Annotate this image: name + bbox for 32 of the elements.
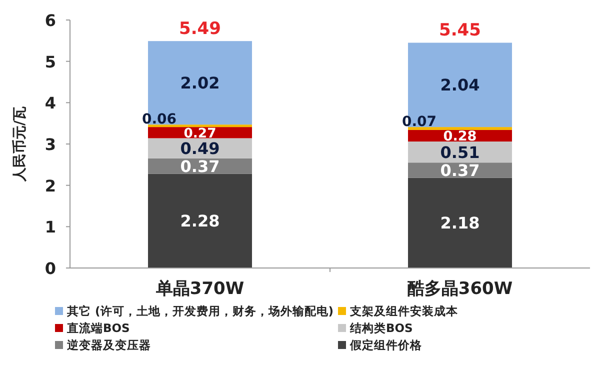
y-axis-title: 人民币元/瓦 [11,106,28,183]
legend-label: 结构类BOS [349,321,413,335]
total-label: 5.45 [439,20,481,41]
data-label: 2.28 [180,212,220,231]
data-label: 0.28 [443,128,477,145]
y-tick-label: 5 [44,52,56,72]
legend-label: 直流端BOS [66,321,130,335]
bar [408,178,512,268]
bar [148,124,252,128]
total-label: 5.49 [179,19,221,40]
y-tick-label: 6 [44,11,56,30]
data-label: 0.37 [180,156,220,176]
data-label: 2.02 [180,74,220,93]
legend-label: 其它 (许可，土地，开发费用，财务，场外输配电) [66,304,334,318]
x-tick-label: 单晶370W [154,279,244,299]
legend-label: 逆变器及变压器 [66,338,151,352]
y-tick-label: 2 [44,176,56,196]
legend-label: 支架及组件安装成本 [349,304,459,318]
data-label: 0.27 [184,126,216,142]
y-tick-label: 0 [44,259,56,278]
data-label: 0.49 [180,139,220,158]
data-label: 2.04 [440,76,480,95]
data-label: 0.37 [440,161,480,180]
x-tick-label: 酷多晶360W [407,279,513,299]
bar [148,174,252,268]
y-tick-label: 3 [44,135,56,154]
legend-label: 假定组件价格 [349,338,423,352]
y-tick-label: 1 [44,218,56,237]
data-label: 0.51 [440,142,480,162]
y-tick-label: 4 [44,94,56,113]
bar [408,127,512,130]
data-label: 2.18 [440,214,480,233]
